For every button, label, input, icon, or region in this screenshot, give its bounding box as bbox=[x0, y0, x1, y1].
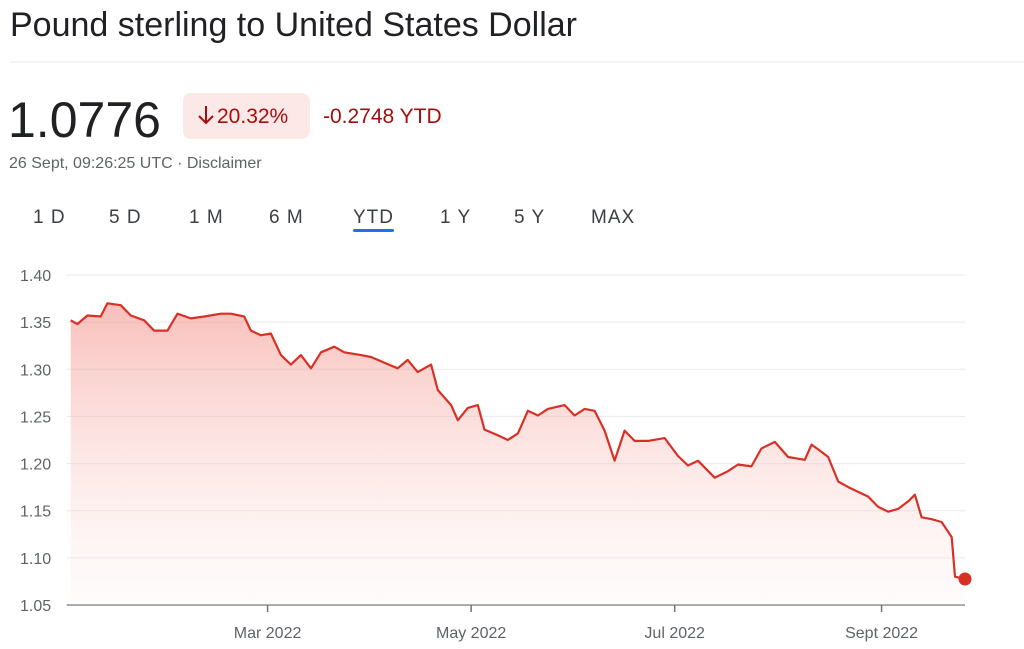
range-tab[interactable]: 1 Y bbox=[440, 207, 471, 228]
x-tick-label: May 2022 bbox=[436, 625, 506, 642]
range-tab[interactable]: MAX bbox=[591, 207, 635, 228]
down-arrow-icon bbox=[198, 106, 214, 125]
y-tick-label: 1.10 bbox=[20, 551, 51, 568]
x-tick-label: Jul 2022 bbox=[644, 625, 705, 642]
y-tick-label: 1.20 bbox=[20, 457, 51, 474]
range-tab[interactable]: 6 M bbox=[269, 207, 304, 228]
area bbox=[70, 303, 965, 605]
timestamp: 26 Sept, 09:26:25 UTC · Disclaimer bbox=[9, 155, 262, 172]
y-tick-label: 1.05 bbox=[20, 598, 51, 615]
title: Pound sterling to United States Dollar bbox=[10, 6, 577, 44]
range-tab[interactable]: 1 D bbox=[33, 207, 66, 228]
range-tab[interactable]: 1 M bbox=[189, 207, 224, 228]
range-tab[interactable]: 5 Y bbox=[514, 207, 545, 228]
price: 1.0776 bbox=[8, 92, 161, 148]
x-tick-label: Mar 2022 bbox=[234, 625, 302, 642]
y-tick-label: 1.40 bbox=[20, 268, 51, 285]
last-point bbox=[958, 572, 972, 586]
line bbox=[70, 302, 966, 581]
y-tick-label: 1.25 bbox=[20, 409, 51, 426]
change-pill bbox=[183, 93, 310, 139]
range-tab[interactable]: YTD bbox=[353, 207, 394, 228]
x-tick-label: Sept 2022 bbox=[845, 625, 918, 642]
range-tab[interactable]: 5 D bbox=[109, 207, 142, 228]
y-tick-label: 1.30 bbox=[20, 362, 51, 379]
chart: 1.05 1.10 1.15 1.20 1.25 1.30 1.35 1.40 Mar 2022… bbox=[20, 268, 972, 642]
range-tabs: 1 D 5 D 1 M 6 M YTD 1 Y 5 Y MAX bbox=[33, 207, 635, 232]
y-tick-label: 1.35 bbox=[20, 315, 51, 332]
change-absolute: -0.2748 YTD bbox=[323, 105, 442, 128]
y-tick-label: 1.15 bbox=[20, 504, 51, 521]
change-percent: 20.32% bbox=[217, 105, 288, 128]
active-tab-indicator bbox=[353, 229, 394, 232]
